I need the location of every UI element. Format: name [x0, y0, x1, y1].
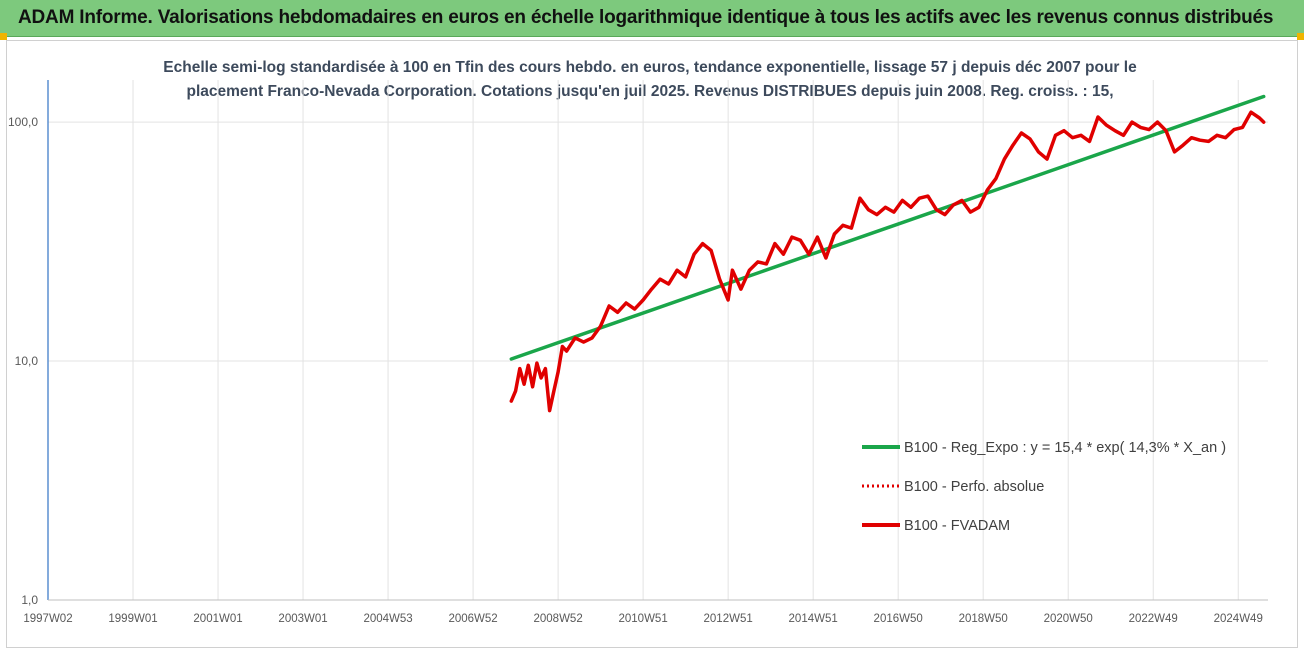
- x-tick-label: 2003W01: [278, 613, 327, 625]
- x-tick-label: 1997W02: [23, 613, 72, 625]
- y-tick-label: 100,0: [8, 115, 38, 129]
- x-tick-label: 2022W49: [1129, 613, 1178, 625]
- page-title: ADAM Informe. Valorisations hebdomadaire…: [18, 7, 1274, 28]
- x-tick-label: 2016W50: [874, 613, 923, 625]
- legend-label-1: B100 - Reg_Expo : y = 15,4 * exp( 14,3% …: [904, 440, 1226, 456]
- legend-label-3: B100 - FVADAM: [904, 518, 1010, 534]
- series-line-3: [509, 110, 1266, 413]
- y-tick-label: 1,0: [21, 593, 38, 607]
- chart-subtitle: Echelle semi-log standardisée à 100 en T…: [150, 56, 1150, 104]
- series-line-1: [509, 94, 1266, 361]
- x-tick-label: 2012W51: [704, 613, 753, 625]
- x-tick-label: 1999W01: [108, 613, 157, 625]
- corner-marker-left: [0, 33, 7, 40]
- corner-marker-right: [1297, 33, 1304, 40]
- legend: B100 - Reg_Expo : y = 15,4 * exp( 14,3% …: [862, 440, 1226, 534]
- x-tick-label: 2018W50: [959, 613, 1008, 625]
- chart-subtitle-line-1: Echelle semi-log standardisée à 100 en T…: [163, 59, 1137, 76]
- x-tick-label: 2001W01: [193, 613, 242, 625]
- x-tick-label: 2020W50: [1044, 613, 1093, 625]
- banner: ADAM Informe. Valorisations hebdomadaire…: [0, 0, 1304, 37]
- y-tick-label: 10,0: [15, 354, 39, 368]
- chart-subtitle-line-2: placement Franco-Nevada Corporation. Cot…: [186, 83, 1114, 100]
- x-tick-label: 2010W51: [619, 613, 668, 625]
- x-tick-label: 2014W51: [789, 613, 838, 625]
- x-tick-label: 2004W53: [363, 613, 412, 625]
- series-layer: [509, 94, 1266, 413]
- x-tick-label: 2006W52: [448, 613, 497, 625]
- x-tick-label: 2024W49: [1214, 613, 1263, 625]
- legend-label-2: B100 - Perfo. absolue: [904, 479, 1044, 495]
- x-tick-label: 2008W52: [533, 613, 582, 625]
- chart-frame: [6, 40, 1298, 648]
- axis-layer: 1997W02 1999W01 2001W01 2003W01 2004W53 2006W…: [8, 80, 1268, 625]
